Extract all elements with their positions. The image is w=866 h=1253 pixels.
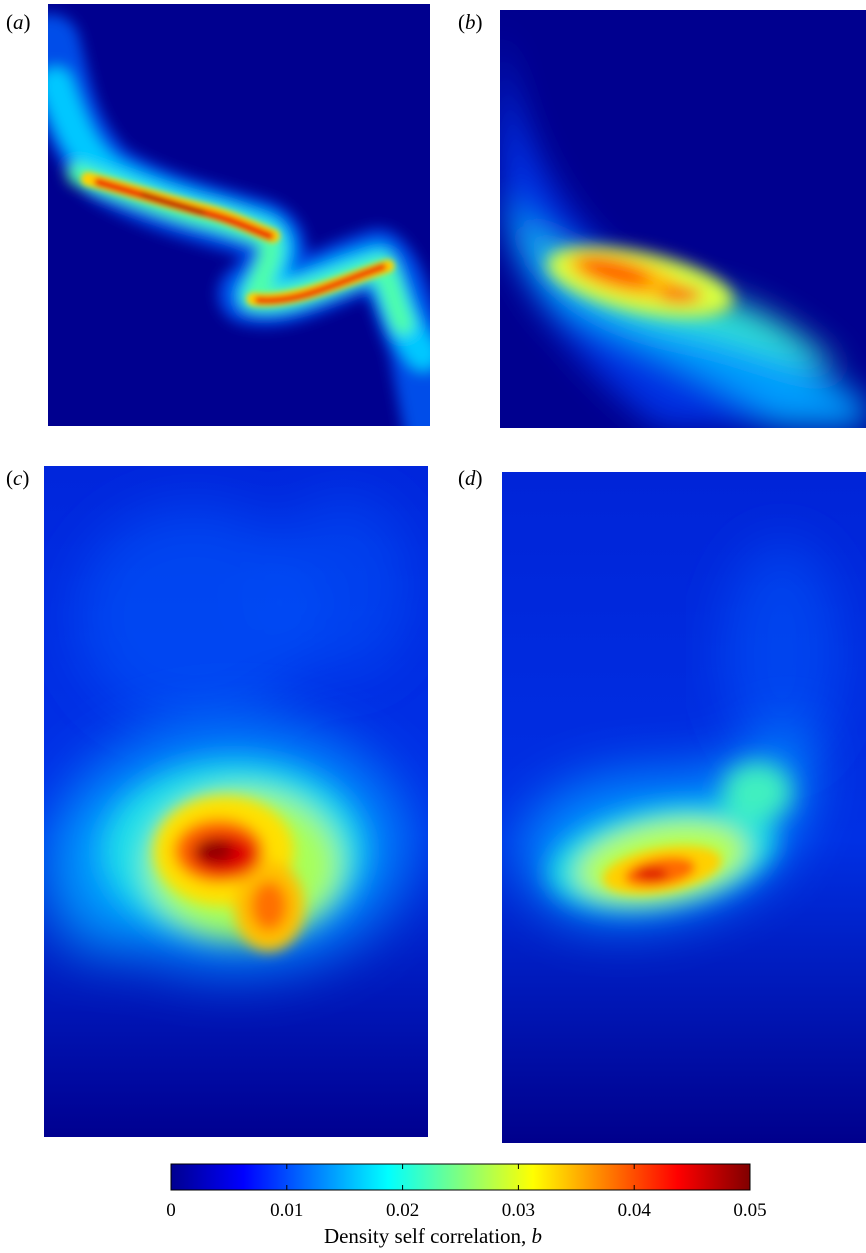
heatmap-b-svg — [500, 10, 866, 428]
panel-label-a-letter: a — [13, 10, 24, 34]
heatmap-a-core — [81, 172, 395, 307]
panel-label-d: (d) — [458, 466, 483, 490]
colorbar-label: Density self correlation, b — [0, 1224, 866, 1249]
heatmap-d-svg — [502, 472, 866, 1143]
heatmap-a-svg — [48, 4, 430, 426]
heatmap-c-upper-haze — [74, 496, 414, 726]
panel-label-c-letter: c — [13, 466, 23, 490]
heatmap-panel-a — [48, 4, 430, 426]
panel-label-b-letter: b — [465, 10, 476, 34]
colorbar-tick-label: 0.03 — [502, 1200, 535, 1221]
heatmap-panel-b — [500, 10, 866, 428]
colorbar-tick-label: 0.02 — [386, 1200, 419, 1221]
colorbar-tick-label: 0 — [166, 1200, 176, 1221]
colorbar-tick-label: 0.05 — [733, 1200, 766, 1221]
heatmap-panel-d — [502, 472, 866, 1143]
panel-label-b: (b) — [458, 10, 483, 34]
colorbar-tick-label: 0.04 — [618, 1200, 652, 1221]
panel-label-d-letter: d — [465, 466, 476, 490]
heatmap-d-core — [602, 845, 722, 895]
colorbar-label-text: Density self correlation, — [323, 1224, 527, 1248]
colorbar-label-symbol: b — [531, 1224, 543, 1248]
panel-label-a: (a) — [6, 10, 31, 34]
heatmap-panel-c — [44, 466, 428, 1137]
heatmap-c-svg — [44, 466, 428, 1137]
heatmap-b-core — [546, 246, 734, 318]
colorbar-ticks: 0 0.01 0.02 0.03 0.04 0.05 — [166, 1164, 767, 1221]
colorbar-gradient — [170, 1163, 751, 1191]
heatmap-d-upper-haze — [722, 542, 842, 762]
panel-label-c: (c) — [6, 466, 30, 490]
colorbar-tick-label: 0.01 — [270, 1200, 303, 1221]
heatmap-c-core — [154, 796, 304, 951]
